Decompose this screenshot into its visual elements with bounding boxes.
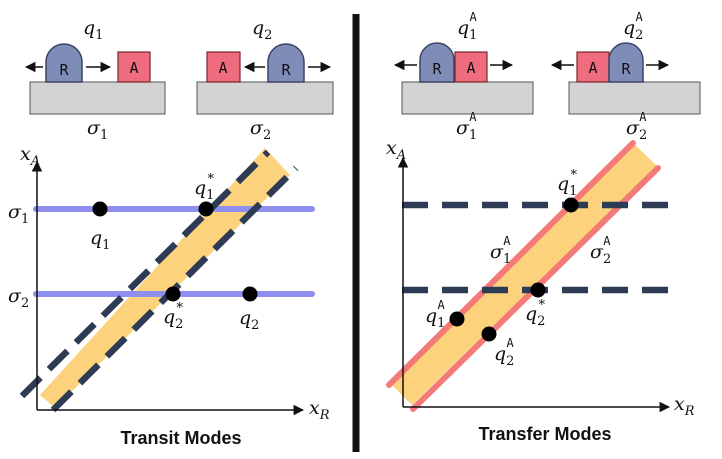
left-point-q2 bbox=[242, 286, 258, 302]
right-scene1-robot-label: R bbox=[432, 60, 442, 78]
left-q2-star-label: q2* bbox=[163, 301, 183, 332]
right-sigma1-a-label: σ1A bbox=[490, 234, 511, 267]
right-axis-x-label: xR bbox=[674, 393, 695, 419]
right-band bbox=[392, 142, 657, 405]
left-scene-1: q1 R A σ1 bbox=[24, 17, 166, 143]
right-point-q2-star bbox=[530, 282, 546, 298]
left-scene1-surface bbox=[29, 81, 166, 115]
left-axis-y-label: xA bbox=[20, 143, 40, 169]
left-scene-2: q2 A R σ2 bbox=[196, 17, 334, 143]
left-scene2-robot bbox=[267, 43, 305, 83]
left-scene1-object bbox=[117, 51, 151, 83]
left-q2-label: q2 bbox=[239, 307, 259, 333]
left-scene1-robot bbox=[45, 43, 83, 83]
left-point-q2-star bbox=[165, 286, 181, 302]
right-scene2-object bbox=[576, 51, 610, 83]
left-scene2-surface-label: σ2 bbox=[250, 117, 271, 143]
left-scene2-config-label: q2 bbox=[252, 17, 272, 43]
left-scene1-object-label: A bbox=[129, 59, 138, 77]
right-scene2-surface bbox=[568, 81, 701, 115]
right-scene1-config-label: q1A bbox=[457, 10, 477, 43]
right-scene2-robot bbox=[608, 42, 644, 83]
left-scene2-object-label: A bbox=[218, 59, 227, 77]
right-scene2-robot-label: R bbox=[621, 60, 631, 78]
right-scene2-object-label: A bbox=[588, 59, 597, 77]
left-sigma2-axis-label: σ2 bbox=[8, 285, 29, 311]
left-scene1-surface-label: σ1 bbox=[87, 117, 108, 143]
right-scene1-object-label: A bbox=[466, 59, 475, 77]
right-panel-title: Transfer Modes bbox=[478, 424, 611, 444]
right-sigma2-a-label: σ2A bbox=[590, 234, 611, 267]
right-scene2-surface-label: σ2A bbox=[626, 110, 647, 143]
left-q1-star-label: q1* bbox=[194, 172, 214, 203]
right-scene1-surface bbox=[401, 81, 534, 115]
left-scene2-object bbox=[206, 51, 241, 83]
right-q2-star-label: q2* bbox=[525, 298, 545, 329]
right-transfer-edge-1 bbox=[386, 140, 636, 388]
left-plot: xA xR σ1 σ2 q1 q1* q2* q2 bbox=[8, 143, 330, 423]
left-band bbox=[40, 148, 290, 408]
right-q1-a-label: q1A bbox=[425, 298, 445, 331]
right-scene2-config-label: q2A bbox=[623, 10, 643, 43]
left-axis-x-label: xR bbox=[309, 397, 330, 423]
left-band-dashed-edge-1 bbox=[19, 149, 271, 399]
left-point-q1-star bbox=[198, 201, 214, 217]
right-q1-star-label: q1* bbox=[557, 168, 577, 199]
left-sigma1-axis-label: σ1 bbox=[8, 201, 29, 227]
right-point-q1-star bbox=[563, 197, 579, 213]
right-scene1-surface-label: σ1A bbox=[456, 110, 477, 143]
right-point-q1-a bbox=[449, 311, 465, 327]
left-panel: q1 R A σ1 q2 A R σ2 bbox=[8, 17, 334, 448]
left-scene1-config-label: q1 bbox=[83, 17, 103, 43]
left-scene2-robot-label: R bbox=[281, 61, 291, 79]
right-plot: xA xR q1* σ1A σ2A q1A q2* q2A bbox=[386, 137, 695, 419]
right-panel: q1A R A σ1A q2A A R σ2A bbox=[386, 10, 701, 444]
right-point-q2-a bbox=[481, 326, 497, 342]
right-axis-y-label: xA bbox=[386, 137, 406, 163]
right-scene-2: q2A A R σ2A bbox=[550, 10, 701, 143]
left-point-q1 bbox=[92, 201, 108, 217]
left-q1-label: q1 bbox=[90, 227, 110, 253]
left-scene2-surface bbox=[196, 81, 334, 115]
left-scene1-robot-label: R bbox=[59, 61, 69, 79]
right-q2-a-label: q2A bbox=[494, 336, 514, 369]
right-scene1-object bbox=[454, 51, 488, 83]
right-scene-1: q1A R A σ1A bbox=[393, 10, 534, 143]
right-scene1-robot bbox=[419, 42, 455, 83]
left-panel-title: Transit Modes bbox=[120, 428, 241, 448]
